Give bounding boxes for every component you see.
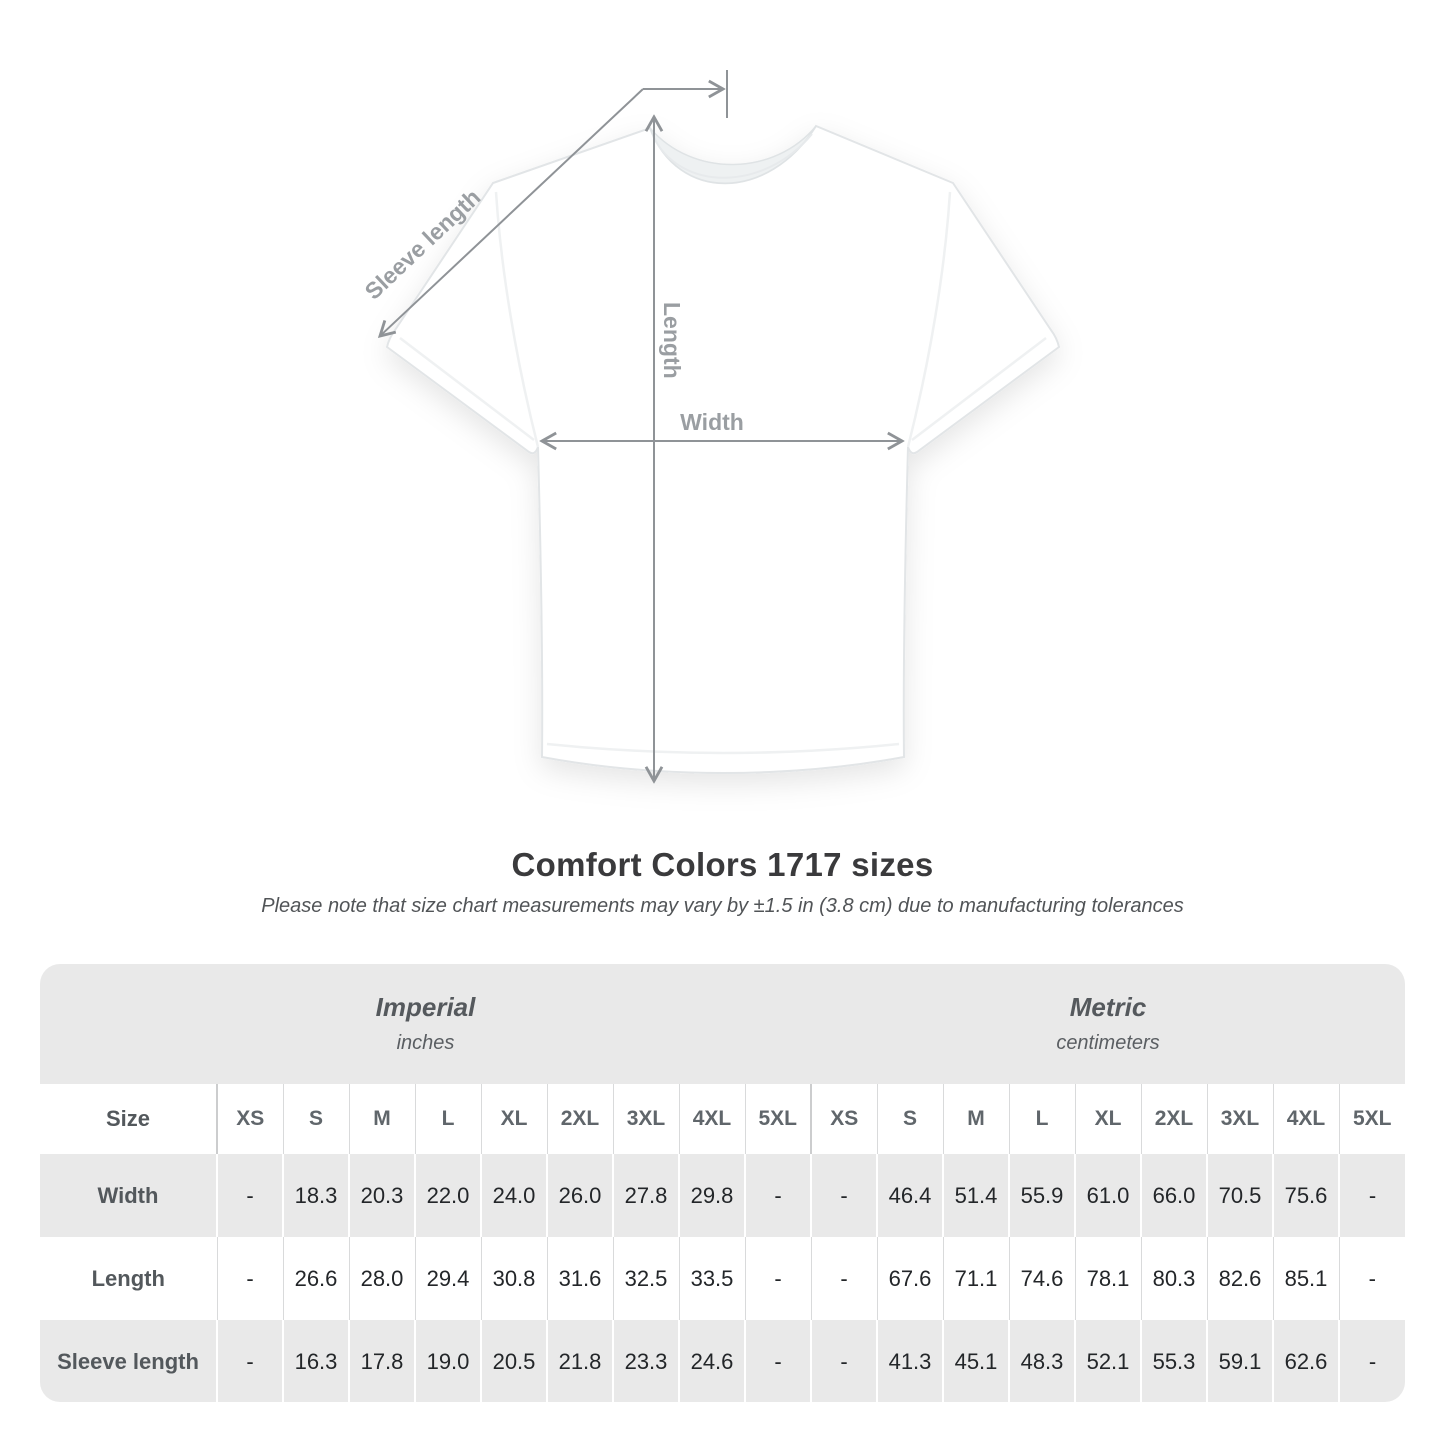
cell: 82.6: [1206, 1237, 1273, 1320]
cell: 75.6: [1272, 1154, 1339, 1237]
cell: 80.3: [1140, 1237, 1207, 1320]
cell: 45.1: [942, 1320, 1009, 1402]
cell: 24.6: [678, 1320, 745, 1402]
measurement-lines: [380, 70, 902, 781]
unit-header-row: Imperial inches Metric centimeters: [40, 964, 1405, 1084]
page-title: Comfort Colors 1717 sizes: [511, 846, 934, 883]
tshirt-shape: [385, 124, 1061, 775]
cell: 70.5: [1206, 1154, 1273, 1237]
cell: 48.3: [1008, 1320, 1075, 1402]
cell: -: [810, 1154, 877, 1237]
table-row-sleeve-length: Sleeve length - 16.3 17.8 19.0 20.5 21.8…: [40, 1320, 1405, 1402]
size-header: S: [876, 1084, 943, 1154]
cell: 51.4: [942, 1154, 1009, 1237]
cell: -: [216, 1320, 283, 1402]
cell: 55.3: [1140, 1320, 1207, 1402]
cell: 30.8: [480, 1237, 547, 1320]
cell: 23.3: [612, 1320, 679, 1402]
imperial-label: Imperial: [375, 991, 476, 1022]
metric-header: Metric centimeters: [811, 964, 1405, 1084]
size-header: S: [282, 1084, 349, 1154]
imperial-unit: inches: [396, 1031, 455, 1054]
size-header: M: [942, 1084, 1009, 1154]
cell: -: [216, 1237, 283, 1320]
size-header: 2XL: [546, 1084, 613, 1154]
width-label: Width: [680, 409, 744, 435]
cell: 22.0: [414, 1154, 481, 1237]
row-label: Length: [40, 1237, 217, 1320]
size-chart: Imperial inches Metric centimeters Size …: [40, 964, 1405, 1402]
size-header: M: [348, 1084, 415, 1154]
size-header: 3XL: [612, 1084, 679, 1154]
size-header: 2XL: [1140, 1084, 1207, 1154]
size-header: 5XL: [1338, 1084, 1405, 1154]
table-row-width: Width - 18.3 20.3 22.0 24.0 26.0 27.8 29…: [40, 1154, 1405, 1237]
cell: 21.8: [546, 1320, 613, 1402]
cell: 55.9: [1008, 1154, 1075, 1237]
cell: 29.8: [678, 1154, 745, 1237]
cell: 32.5: [612, 1237, 679, 1320]
size-table: Imperial inches Metric centimeters Size …: [40, 964, 1405, 1402]
tshirt-size-diagram: Sleeve length Length Width: [360, 70, 1061, 840]
size-header: 4XL: [1272, 1084, 1339, 1154]
size-header: 3XL: [1206, 1084, 1273, 1154]
cell: 85.1: [1272, 1237, 1339, 1320]
cell: 26.6: [282, 1237, 349, 1320]
cell: 20.5: [480, 1320, 547, 1402]
cell: 67.6: [876, 1237, 943, 1320]
sleeve-length-arrow-diagonal: [380, 88, 644, 336]
cell: -: [744, 1320, 811, 1402]
length-label: Length: [659, 302, 685, 379]
size-header: 5XL: [744, 1084, 811, 1154]
size-header: XL: [480, 1084, 547, 1154]
imperial-header: Imperial inches: [40, 964, 811, 1084]
metric-unit: centimeters: [1056, 1031, 1160, 1054]
cell: 61.0: [1074, 1154, 1141, 1237]
cell: 24.0: [480, 1154, 547, 1237]
size-header: 4XL: [678, 1084, 745, 1154]
cell: -: [1338, 1320, 1405, 1402]
cell: -: [810, 1320, 877, 1402]
cell: 16.3: [282, 1320, 349, 1402]
cell: 28.0: [348, 1237, 415, 1320]
tshirt-image: Sleeve length Length Width: [360, 70, 1061, 840]
cell: -: [744, 1154, 811, 1237]
size-column-header: Size: [40, 1084, 217, 1154]
cell: 52.1: [1074, 1320, 1141, 1402]
row-label: Sleeve length: [40, 1320, 217, 1402]
cell: 74.6: [1008, 1237, 1075, 1320]
cell: 66.0: [1140, 1154, 1207, 1237]
cell: -: [744, 1237, 811, 1320]
metric-label: Metric: [1069, 991, 1147, 1022]
table-row-length: Length - 26.6 28.0 29.4 30.8 31.6 32.5 3…: [40, 1237, 1405, 1320]
size-header: L: [414, 1084, 481, 1154]
size-header: L: [1008, 1084, 1075, 1154]
cell: 41.3: [876, 1320, 943, 1402]
cell: -: [810, 1237, 877, 1320]
cell: 59.1: [1206, 1320, 1273, 1402]
tolerance-note: Please note that size chart measurements…: [261, 895, 1184, 917]
cell: 71.1: [942, 1237, 1009, 1320]
cell: -: [1338, 1154, 1405, 1237]
size-header: XL: [1074, 1084, 1141, 1154]
cell: 78.1: [1074, 1237, 1141, 1320]
cell: -: [216, 1154, 283, 1237]
cell: -: [1338, 1237, 1405, 1320]
size-header: XS: [810, 1084, 877, 1154]
size-header: XS: [216, 1084, 283, 1154]
collar: [649, 125, 817, 184]
cell: 17.8: [348, 1320, 415, 1402]
cell: 29.4: [414, 1237, 481, 1320]
row-label: Width: [40, 1154, 217, 1237]
cell: 20.3: [348, 1154, 415, 1237]
cell: 26.0: [546, 1154, 613, 1237]
cell: 46.4: [876, 1154, 943, 1237]
cell: 18.3: [282, 1154, 349, 1237]
cell: 31.6: [546, 1237, 613, 1320]
size-header-row: Size XS S M L XL 2XL 3XL 4XL 5XL XS S M …: [40, 1084, 1405, 1154]
cell: 33.5: [678, 1237, 745, 1320]
cell: 62.6: [1272, 1320, 1339, 1402]
cell: 19.0: [414, 1320, 481, 1402]
cell: 27.8: [612, 1154, 679, 1237]
